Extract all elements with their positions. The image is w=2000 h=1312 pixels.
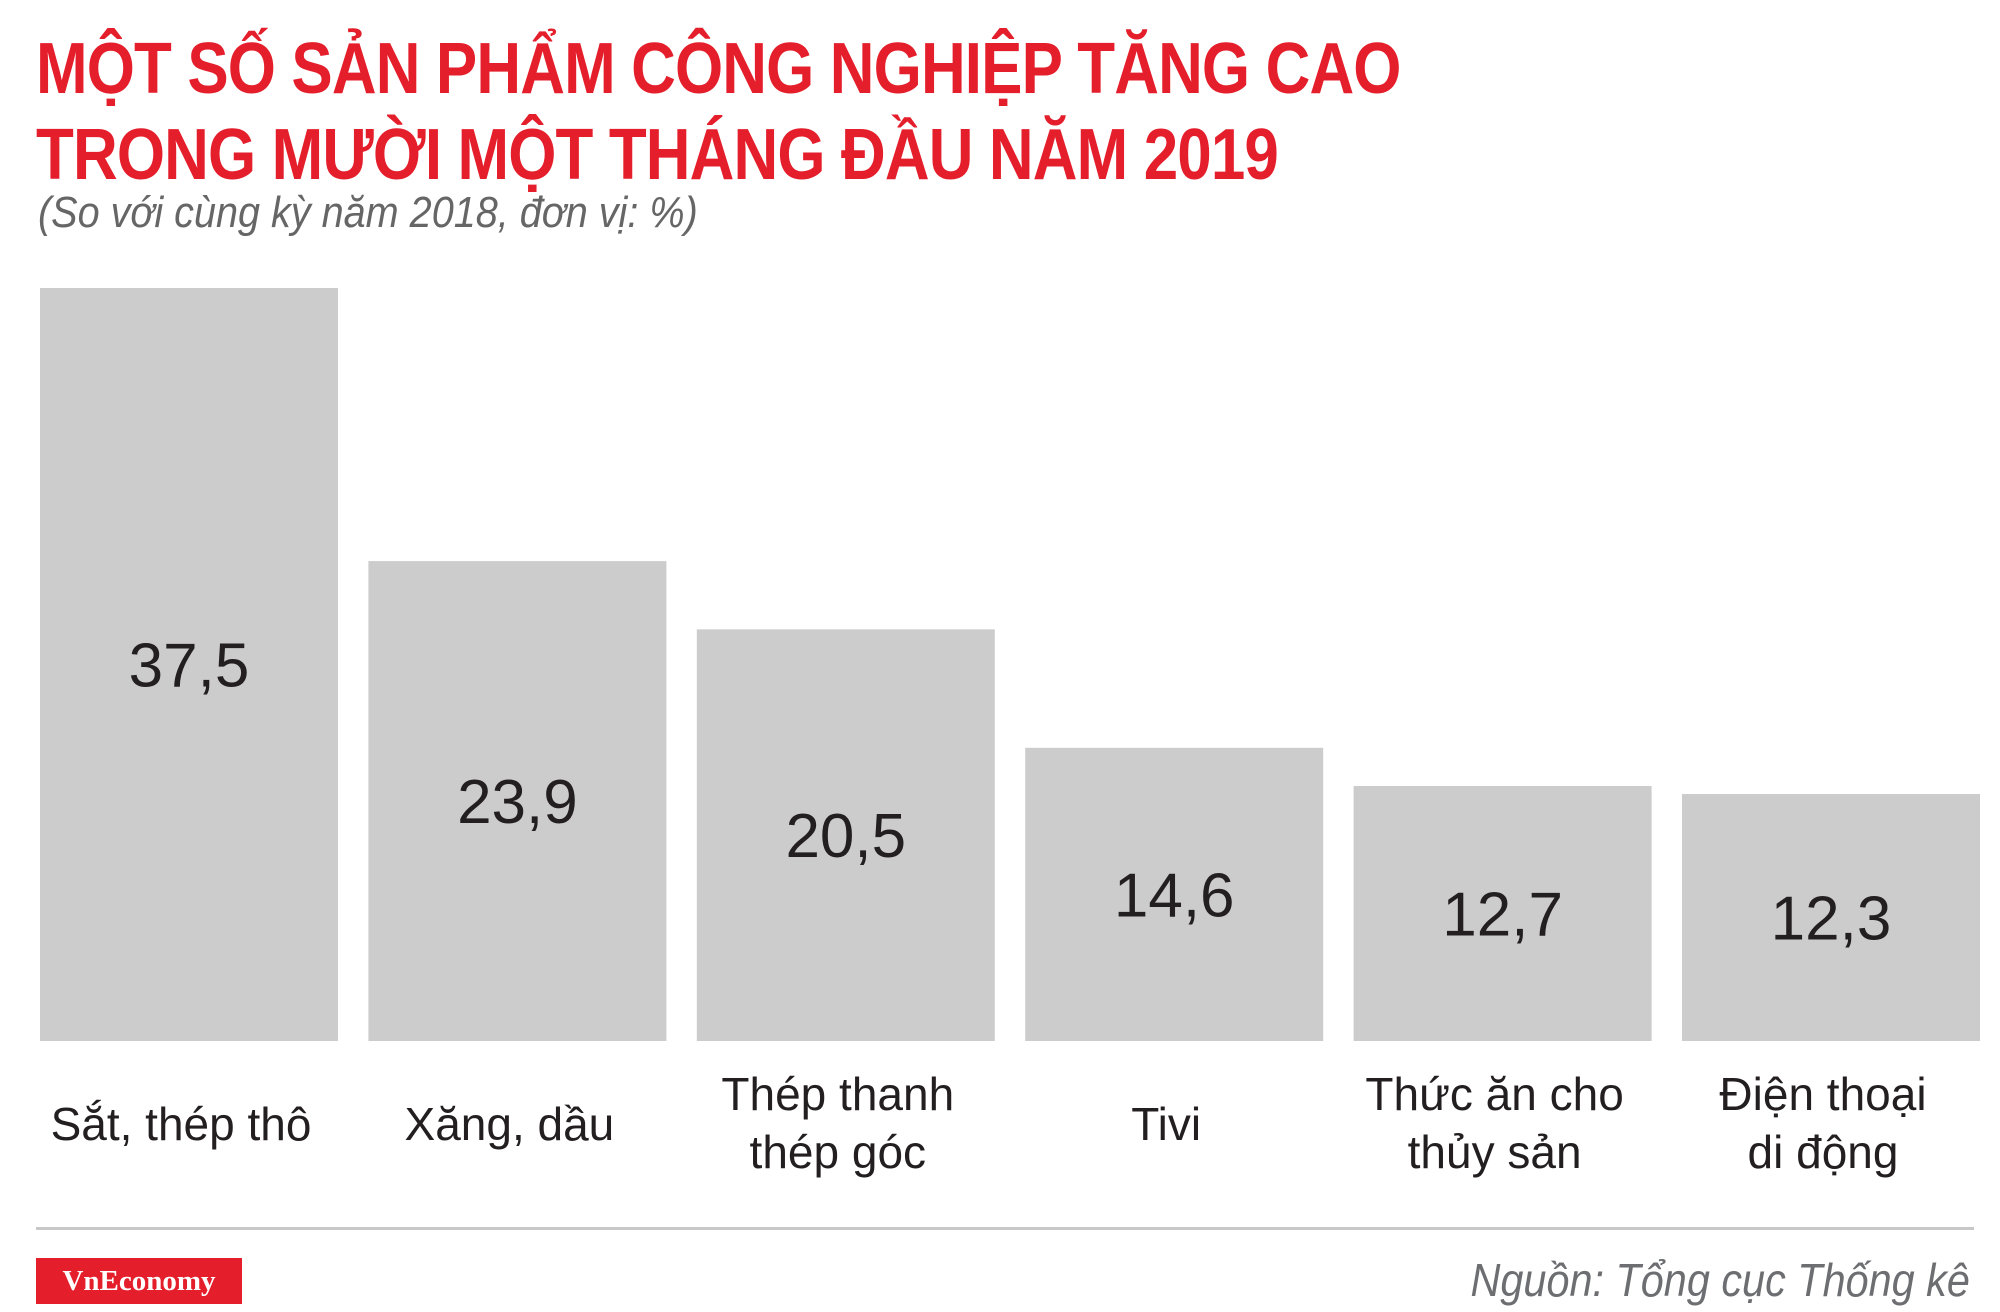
bar-value-label-5: 12,7 — [1442, 880, 1563, 949]
bar-1 — [40, 288, 338, 1041]
bar-value-label-1: 37,5 — [129, 632, 250, 701]
source-note: Nguồn: Tổng cục Thống kê — [1470, 1254, 1970, 1306]
chart-title: MỘT SỐ SẢN PHẨM CÔNG NGHIỆP TĂNG CAO TRO… — [36, 26, 1401, 198]
bar-2 — [368, 561, 667, 1041]
chart-subtitle: (So với cùng kỳ năm 2018, đơn vị: %) — [38, 188, 698, 237]
bar-3 — [696, 629, 995, 1041]
bar-value-label-6: 12,3 — [1771, 885, 1892, 954]
bar-5 — [1353, 785, 1652, 1041]
category-label-2: Xăng, dầu — [405, 1098, 615, 1150]
bar-value-label-3: 20,5 — [785, 802, 906, 871]
bar-value-label-4: 14,6 — [1114, 861, 1235, 930]
bar-6 — [1682, 794, 1980, 1041]
chart-title-line-2: TRONG MƯỜI MỘT THÁNG ĐẦU NĂM 2019 — [36, 115, 1279, 195]
footer-divider — [36, 1227, 1974, 1230]
chart-title-line-1: MỘT SỐ SẢN PHẨM CÔNG NGHIỆP TĂNG CAO — [36, 29, 1401, 109]
bar-value-label-2: 23,9 — [457, 768, 578, 837]
category-label-6: Điện thoại di động — [1719, 1068, 1926, 1178]
category-label-5: Thức ăn cho thủy sản — [1365, 1068, 1623, 1178]
vneconomy-logo: VnEconomy — [36, 1258, 242, 1304]
category-label-4: Tivi — [1131, 1098, 1201, 1150]
category-label-1: Sắt, thép thô — [51, 1098, 312, 1150]
bar-4 — [1025, 747, 1324, 1041]
category-label-3: Thép thanh thép góc — [721, 1068, 954, 1178]
